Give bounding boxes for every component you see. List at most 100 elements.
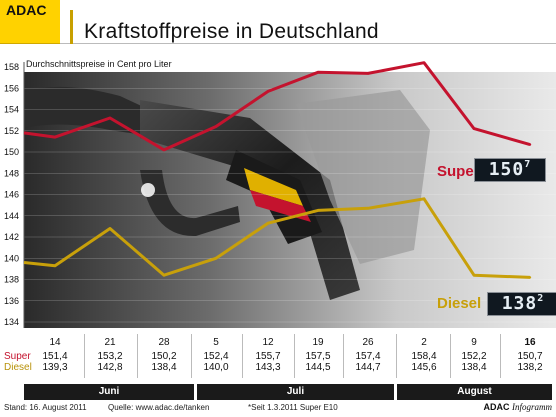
adac-logo: ADAC	[0, 0, 60, 44]
diesel-price-cell: 139,3	[42, 362, 68, 373]
diesel-price-cell: 138,4	[151, 362, 177, 373]
day-label: 19	[312, 337, 324, 348]
y-tick-label: 158	[4, 62, 19, 72]
column-separator	[191, 334, 192, 378]
super-price-cell: 158,4	[411, 351, 437, 362]
day-label: 28	[158, 337, 170, 348]
data-point-super	[316, 71, 320, 74]
diesel-price-cell: 143,3	[255, 362, 281, 373]
y-tick-label: 150	[4, 147, 19, 157]
data-point-super	[366, 72, 370, 75]
footer-stand: Stand: 16. August 2011	[4, 403, 87, 412]
data-point-diesel	[214, 257, 218, 260]
y-tick-label: 154	[4, 105, 19, 115]
diesel-price-cell: 145,6	[411, 362, 437, 373]
title-bar	[60, 0, 556, 44]
super-price-cell: 151,4	[42, 351, 68, 362]
diesel-price-sup: 2	[537, 293, 545, 304]
brand-a: ADAC	[483, 402, 510, 412]
data-point-super	[266, 90, 270, 93]
y-tick-label: 156	[4, 83, 19, 93]
diesel-price-cell: 144,7	[355, 362, 381, 373]
super-price-main: 150	[488, 159, 525, 180]
legend-super-text: Super	[437, 163, 480, 180]
super-price-cell: 157,5	[305, 351, 331, 362]
day-label: 9	[471, 337, 477, 348]
super-price-display: 1507	[474, 158, 546, 182]
data-point-super	[162, 148, 166, 152]
data-point-diesel	[162, 274, 166, 277]
y-tick-label: 144	[4, 211, 19, 221]
y-tick-label: 134	[4, 317, 19, 327]
data-point-super	[214, 125, 218, 128]
month-label-juli: Juli	[197, 384, 394, 400]
data-point-diesel	[422, 197, 426, 200]
y-tick-label: 142	[4, 232, 19, 242]
super-price-sup: 7	[524, 159, 532, 170]
title-accent	[70, 10, 73, 44]
day-label: 5	[213, 337, 219, 348]
diesel-price-cell: 144,5	[305, 362, 331, 373]
day-label: 2	[421, 337, 427, 348]
month-label-juni: Juni	[24, 384, 194, 400]
column-separator	[242, 334, 243, 378]
grid-lines	[23, 62, 556, 328]
super-price-cell: 152,4	[203, 351, 229, 362]
super-price-cell: 150,2	[151, 351, 177, 362]
logo-text: ADAC	[6, 2, 47, 18]
column-separator	[294, 334, 295, 378]
data-point-super	[528, 143, 532, 146]
month-label-august: August	[397, 384, 552, 400]
day-label: 16	[524, 337, 536, 348]
column-separator	[343, 334, 344, 378]
super-price-cell: 152,2	[461, 351, 487, 362]
data-point-diesel	[266, 222, 270, 225]
data-point-super	[108, 116, 112, 120]
super-price-cell: 150,7	[517, 351, 543, 362]
y-tick-labels: 134 136 138 140 142 144 146 148 150 152 154 156 158	[4, 62, 19, 327]
day-label: 14	[49, 337, 61, 348]
data-point-diesel	[528, 276, 532, 279]
day-label: 26	[362, 337, 374, 348]
y-tick-label: 136	[4, 296, 19, 306]
data-point-super	[472, 127, 476, 130]
column-separator	[84, 334, 85, 378]
data-point-diesel	[316, 209, 320, 212]
y-axis-label: Durchschnittspreise in Cent pro Liter	[26, 59, 172, 69]
series-lines	[23, 61, 532, 279]
footer-source: Quelle: www.adac.de/tanken	[108, 403, 210, 412]
y-tick-label: 138	[4, 275, 19, 285]
adac-infogramm-brand: ADAC Infogramm	[483, 402, 552, 412]
data-point-diesel	[366, 207, 370, 210]
diesel-price-display: 1382	[487, 292, 556, 316]
data-point-diesel	[472, 274, 476, 277]
y-tick-label: 148	[4, 168, 19, 178]
legend-diesel: Diesel	[437, 295, 482, 312]
brand-b: Infogramm	[512, 402, 552, 412]
diesel-price-cell: 142,8	[97, 362, 123, 373]
super-price-cell: 157,4	[355, 351, 381, 362]
diesel-price-cell: 140,0	[203, 362, 229, 373]
column-separator	[500, 334, 501, 378]
day-label: 21	[104, 337, 116, 348]
y-tick-label: 140	[4, 253, 19, 263]
data-point-super	[53, 135, 57, 139]
row-label-diesel: Diesel	[4, 362, 32, 373]
diesel-price-main: 138	[501, 293, 538, 314]
super-price-cell: 153,2	[97, 351, 123, 362]
super-price-cell: 155,7	[255, 351, 281, 362]
y-tick-label: 152	[4, 126, 19, 136]
column-separator	[450, 334, 451, 378]
day-label: 12	[262, 337, 274, 348]
data-point-diesel	[53, 264, 57, 267]
page-title: Kraftstoffpreise in Deutschland	[84, 20, 379, 43]
data-point-diesel	[108, 227, 112, 230]
diesel-price-cell: 138,2	[517, 362, 543, 373]
row-label-super: Super	[4, 351, 31, 362]
diesel-price-cell: 138,4	[461, 362, 487, 373]
data-point-super	[422, 61, 426, 64]
y-tick-label: 146	[4, 190, 19, 200]
column-separator	[137, 334, 138, 378]
column-separator	[396, 334, 397, 378]
line-chart: 134 136 138 140 142 144 146 148 150 152 154 156 158	[4, 61, 556, 328]
